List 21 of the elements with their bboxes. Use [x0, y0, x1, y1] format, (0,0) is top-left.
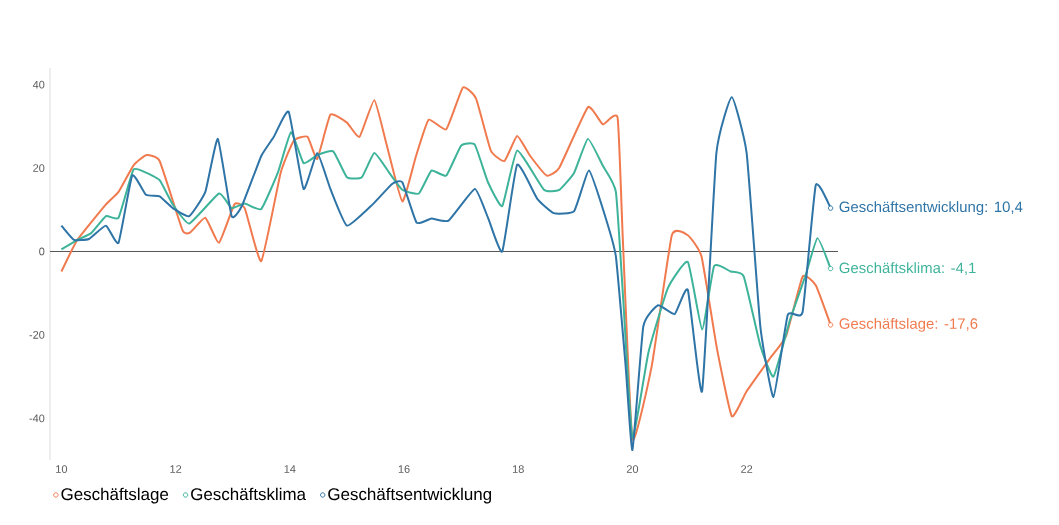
legend-label: Geschäftslage: [61, 487, 169, 504]
x-tick-label: 12: [170, 465, 182, 473]
x-tick-label: 14: [284, 465, 296, 473]
text: Geschäftsentwicklung: 10,4: [839, 201, 1023, 216]
point: [827, 322, 834, 328]
x-tick-label: 22: [741, 465, 753, 473]
y-tick-label: -20: [29, 331, 45, 339]
x-tick-label: 20: [626, 465, 639, 473]
point: [827, 265, 834, 272]
legend-label: Geschäftsentwicklung: [328, 487, 492, 504]
y-tick-label: -40: [29, 414, 45, 423]
y-tick-label: 0: [39, 247, 45, 256]
text: Geschäftslage: -17,6: [839, 317, 978, 332]
y-tick-label: 20: [33, 164, 45, 172]
text: Geschäftsklima: -4,1: [839, 262, 976, 275]
x-tick-label: 18: [512, 465, 524, 473]
x-tick-label: 16: [398, 465, 410, 473]
legend-label: Geschäftsklima: [191, 487, 306, 501]
x-tick-label: 10: [56, 465, 68, 473]
point: [827, 205, 834, 211]
y-tick-label: 40: [32, 80, 45, 89]
